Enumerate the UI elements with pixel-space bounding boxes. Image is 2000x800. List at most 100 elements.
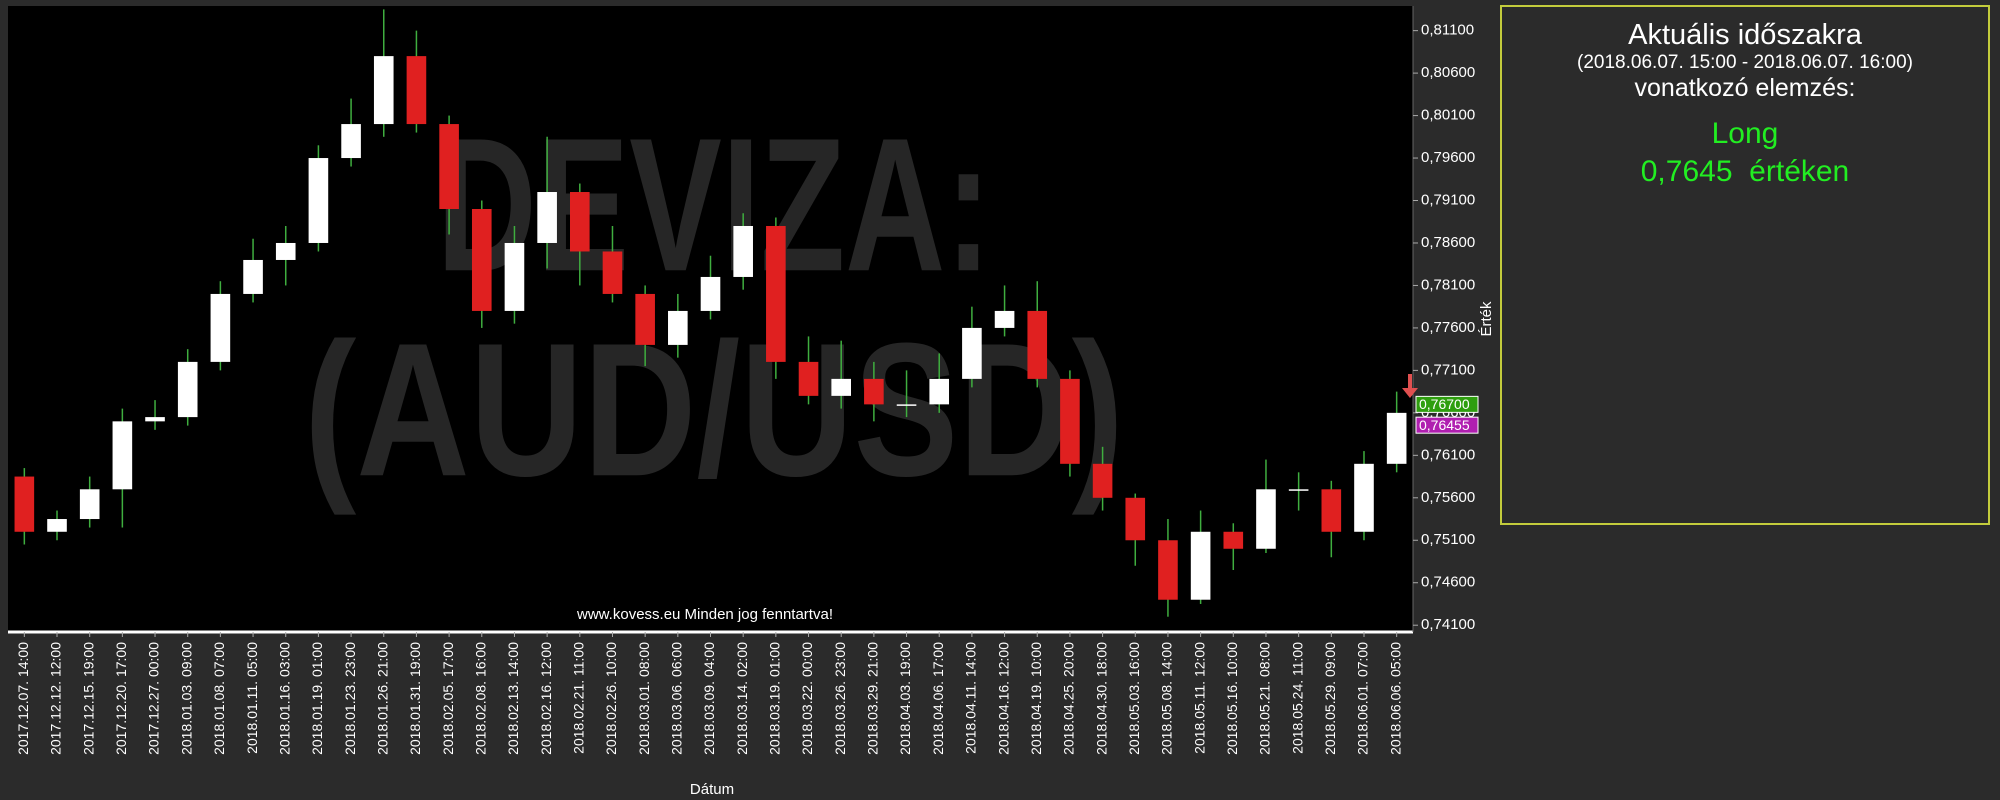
x-tick-label: 2017.12.27. 00:00: [146, 642, 162, 755]
panel-title: Aktuális időszakra: [1628, 19, 1862, 51]
candle-body: [177, 361, 198, 418]
candle-body: [1092, 463, 1113, 498]
candle-body: [439, 124, 459, 210]
price-marker: [1415, 395, 1479, 413]
watermark: DEVIZA:: [437, 99, 992, 311]
candle-body: [1125, 497, 1146, 541]
x-tick-label: 2018.03.01. 08:00: [636, 642, 652, 755]
x-tick-label: 2018.03.09. 04:00: [701, 642, 717, 755]
candle-body: [700, 276, 721, 311]
x-tick-label: 2018.04.06. 17:00: [930, 642, 946, 755]
y-tick-label: 0,80600: [1421, 64, 1475, 81]
y-tick-label: 0,75100: [1421, 531, 1475, 548]
x-tick-label: 2018.01.26. 21:00: [374, 642, 390, 755]
candle-body: [504, 242, 525, 311]
footer: www.kovess.eu Minden jog fenntartva!: [576, 606, 833, 623]
signal-price: 0,7645 értéken: [1640, 155, 1850, 189]
candle-body: [14, 476, 35, 532]
candle-body: [210, 293, 231, 362]
x-tick-label: 2018.02.16. 12:00: [538, 642, 554, 755]
candle-body: [1321, 489, 1342, 532]
x-tick-label: 2018.03.29. 21:00: [865, 642, 881, 755]
x-tick-label: 2018.06.01. 07:00: [1355, 642, 1371, 755]
y-tick-label: 0,78100: [1421, 276, 1475, 293]
x-tick-label: 2018.01.19. 01:00: [309, 642, 325, 755]
x-tick-label: 2018.03.06. 06:00: [669, 642, 685, 755]
x-tick-label: 2017.12.07. 14:00: [15, 642, 31, 755]
candle-body: [929, 378, 950, 405]
x-tick-label: 2018.05.11. 12:00: [1191, 642, 1207, 754]
x-tick-label: 2017.12.20. 17:00: [113, 642, 129, 755]
x-tick-label: 2018.04.16. 12:00: [995, 642, 1011, 755]
panel-period: (2018.06.07. 15:00 - 2018.06.07. 16:00): [1577, 52, 1913, 74]
candle-body: [896, 404, 917, 406]
y-tick-label: 0,81100: [1421, 22, 1474, 39]
price-marker-label: 0,76700: [1419, 396, 1470, 412]
y-tick-label: 0,74600: [1421, 574, 1475, 591]
candle-body: [1288, 489, 1309, 491]
x-axis-title: Dátum: [690, 781, 734, 798]
candle-body: [602, 251, 623, 294]
candle-body: [864, 378, 884, 405]
x-tick-label: 2018.05.24. 11:00: [1289, 642, 1305, 754]
candle-body: [373, 56, 394, 125]
watermark: (AUD/USD): [304, 304, 1124, 516]
panel-subtitle: vonatkozó elemzés:: [1634, 74, 1856, 103]
candle-body: [798, 361, 819, 396]
price-marker-label: 0,76455: [1419, 417, 1470, 433]
candle-body: [1354, 463, 1374, 532]
candle-body: [112, 421, 133, 490]
y-tick-label: 0,79600: [1421, 149, 1475, 166]
analysis-panel: Aktuális időszakra (2018.06.07. 15:00 - …: [1500, 5, 1990, 525]
x-tick-label: 2017.12.12. 12:00: [48, 642, 64, 755]
x-tick-label: 2018.01.03. 09:00: [178, 642, 194, 755]
x-tick-label: 2018.03.14. 02:00: [734, 642, 750, 755]
y-tick-label: 0,75600: [1421, 489, 1475, 506]
candle-body: [79, 489, 100, 520]
x-tick-label: 2018.04.30. 18:00: [1093, 642, 1109, 755]
x-tick-label: 2018.04.11. 14:00: [963, 642, 979, 754]
x-tick-label: 2018.04.25. 20:00: [1061, 642, 1077, 755]
chart: DEVIZA: (AUD/USD) www.kovess.eu Minden j…: [8, 6, 1495, 798]
candle-body: [1223, 531, 1244, 549]
x-tick-label: 2018.02.13. 14:00: [505, 642, 521, 755]
candle-body: [766, 225, 786, 362]
candle-body: [831, 378, 851, 396]
candle-body: [733, 225, 753, 277]
candle-body: [668, 310, 688, 345]
x-tick-label: 2018.04.19. 10:00: [1028, 642, 1044, 755]
x-tick-label: 2018.01.08. 07:00: [211, 642, 227, 755]
x-tick-label: 2018.01.16. 03:00: [276, 642, 292, 755]
candle-body: [47, 519, 67, 532]
candle-body: [145, 417, 165, 422]
candle-body: [1027, 310, 1048, 379]
y-tick-label: 0,80100: [1421, 107, 1475, 124]
candle-body: [243, 259, 263, 294]
candle-body: [341, 124, 361, 159]
signal-arrow: [1402, 374, 1418, 398]
price-marker: [1415, 416, 1479, 434]
y-axis-title: Érték: [1478, 301, 1495, 337]
x-tick-label: 2018.05.29. 09:00: [1322, 642, 1338, 755]
candle-body: [1060, 378, 1080, 464]
x-tick-label: 2018.03.26. 23:00: [832, 642, 848, 755]
candle-body: [994, 310, 1015, 328]
y-tick-label: 0,76100: [1421, 446, 1475, 463]
x-tick-label: 2018.02.05. 17:00: [440, 642, 456, 755]
candle-body: [1386, 412, 1407, 464]
x-tick-label: 2018.01.31. 19:00: [407, 642, 423, 755]
x-tick-label: 2018.01.11. 05:00: [244, 642, 260, 754]
candle-body: [1158, 540, 1178, 600]
candle-body: [471, 209, 492, 311]
y-tick-label: 0,79100: [1421, 191, 1475, 208]
x-tick-label: 2018.03.22. 00:00: [799, 642, 815, 755]
candle-body: [1190, 531, 1211, 600]
candle-body: [635, 293, 655, 345]
y-tick-label: 0,77100: [1421, 361, 1475, 378]
x-tick-label: 2018.02.08. 16:00: [472, 642, 488, 755]
y-tick-label: 0,77600: [1421, 319, 1475, 336]
x-tick-label: 2018.06.06. 05:00: [1387, 642, 1403, 755]
x-tick-label: 2018.03.19. 01:00: [767, 642, 783, 755]
x-tick-label: 2018.01.23. 23:00: [342, 642, 358, 755]
